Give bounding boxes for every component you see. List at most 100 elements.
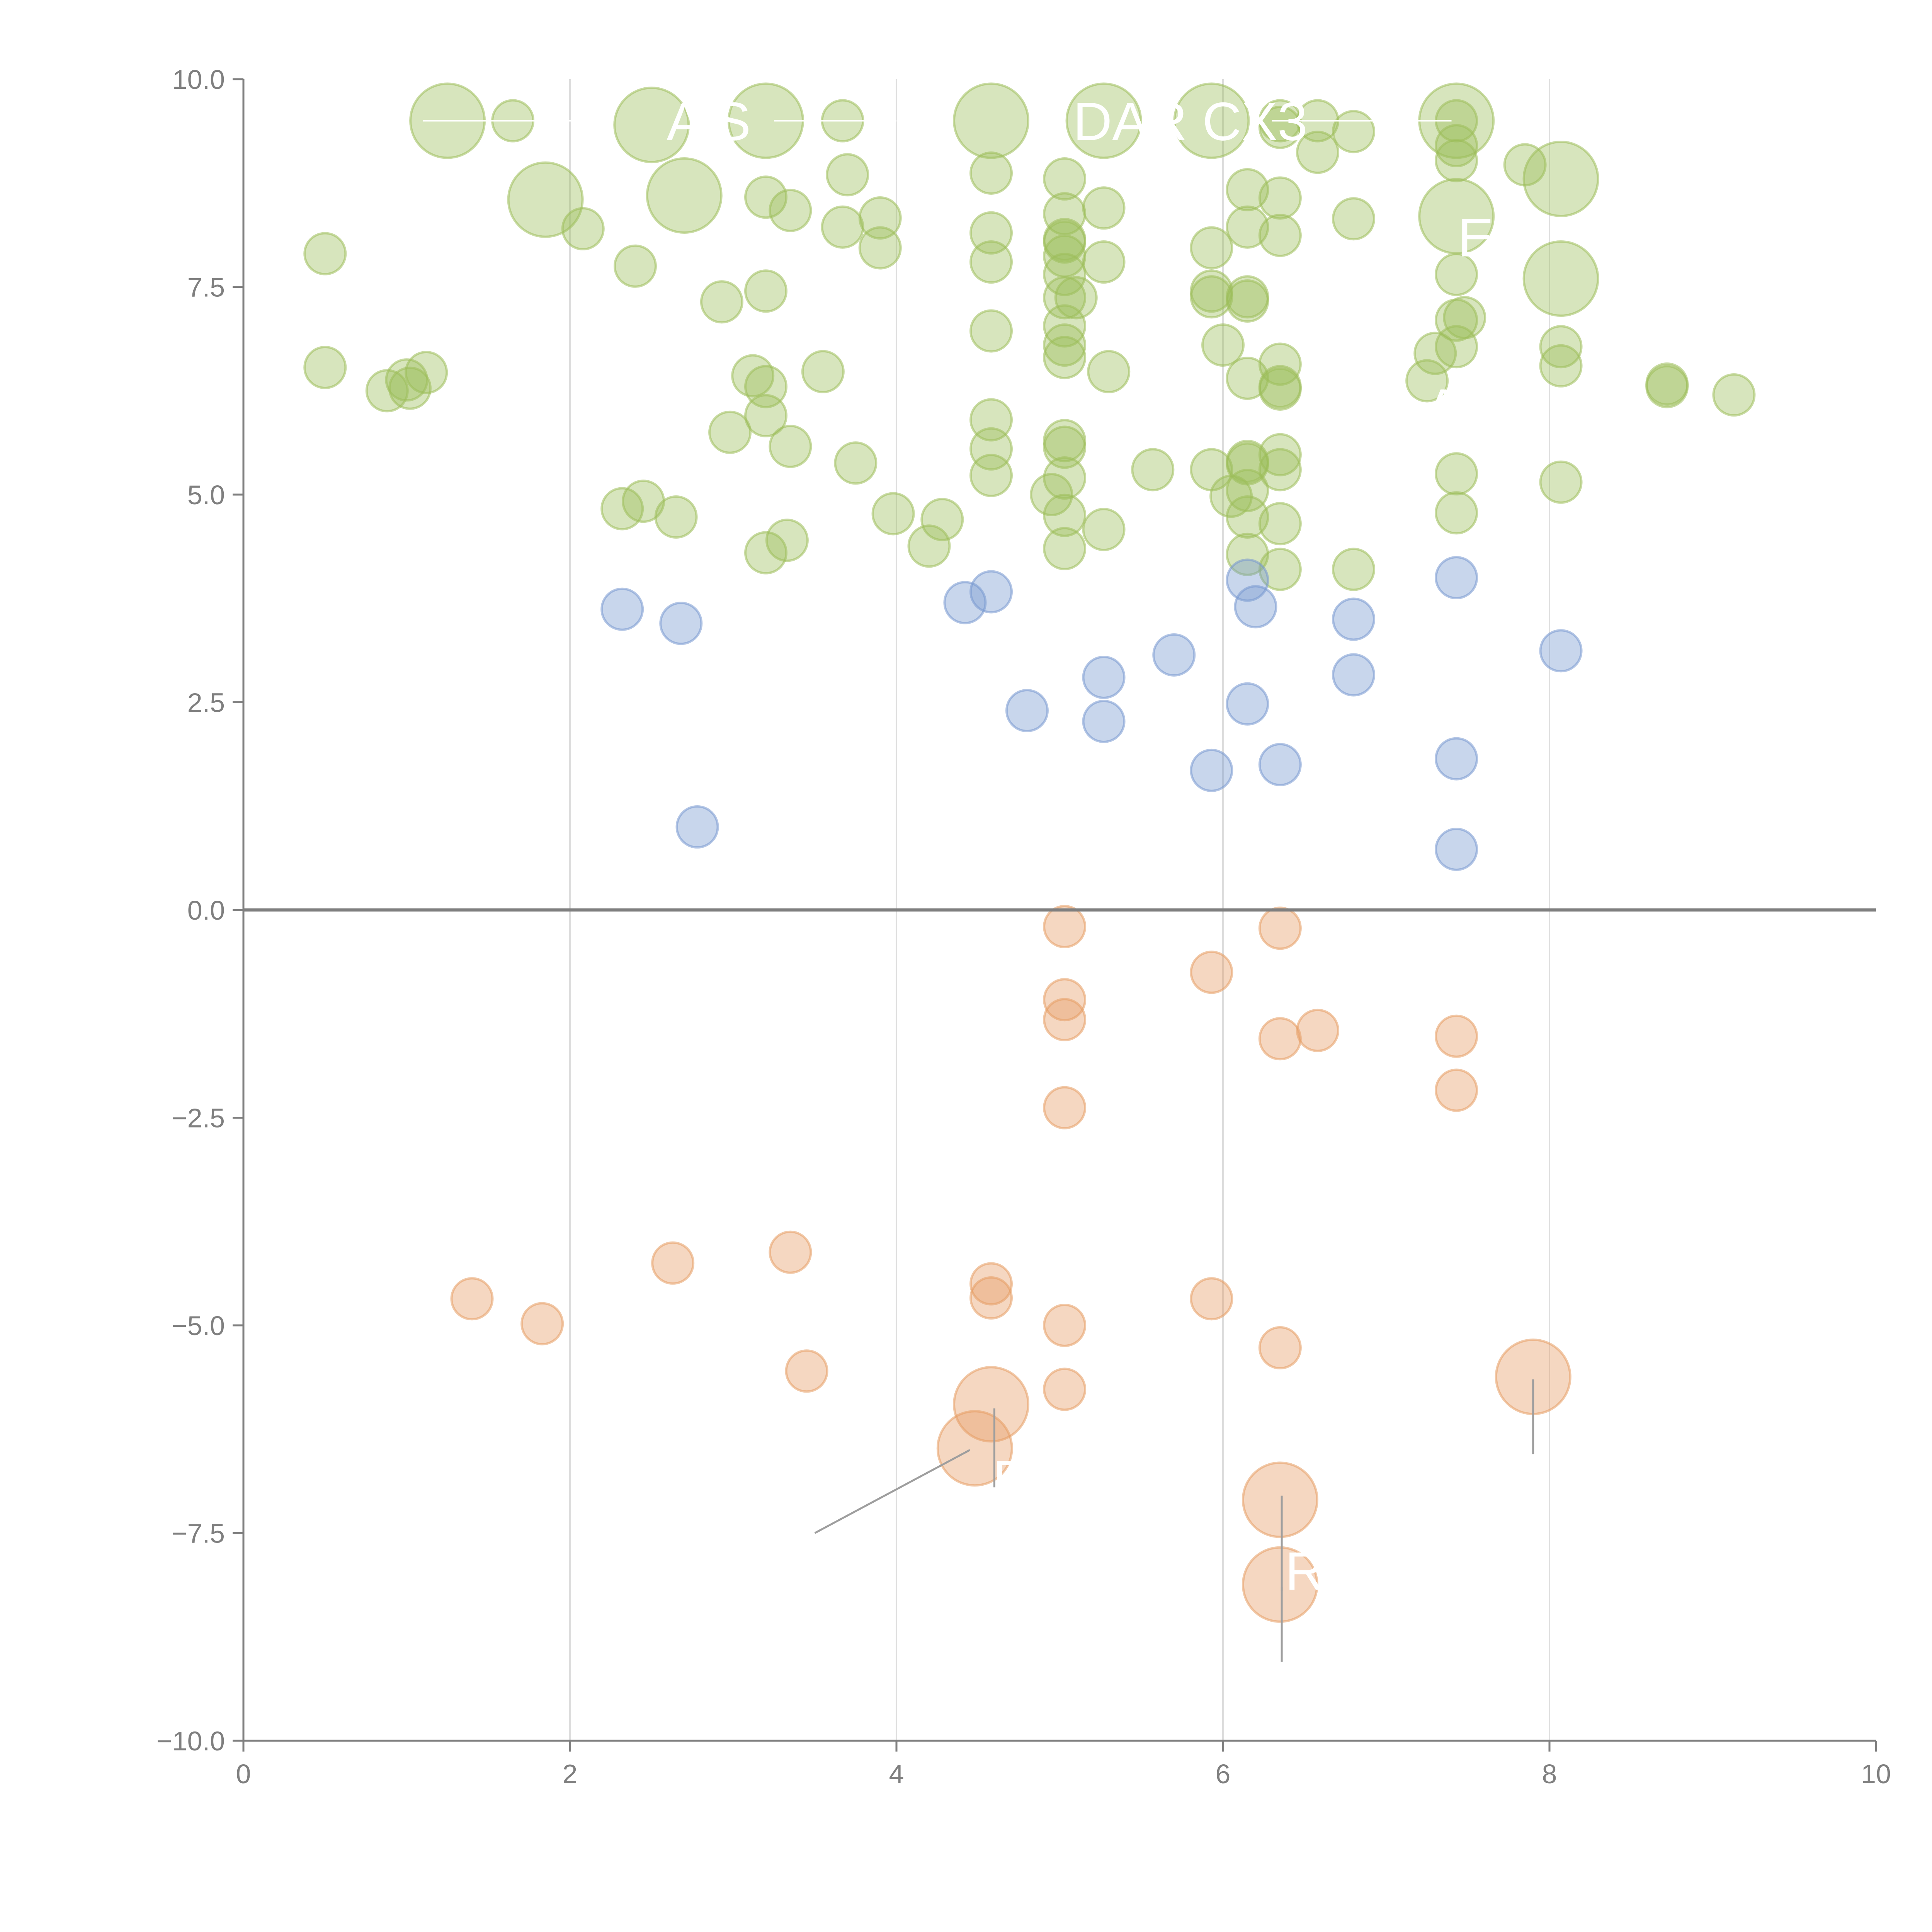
data-point: [1405, 359, 1449, 403]
data-point: [943, 581, 987, 624]
data-point: [744, 394, 787, 437]
data-point: [1296, 1009, 1340, 1052]
data-point: [1152, 633, 1196, 677]
data-point: [1005, 689, 1049, 732]
data-point: [1190, 226, 1233, 270]
data-point: [821, 205, 864, 249]
data-point: [1258, 548, 1302, 591]
annotation-label: DAR CX3: [1073, 91, 1308, 152]
data-point: [1043, 1304, 1087, 1347]
annotation-label: A S: [667, 91, 751, 152]
data-point: [858, 226, 902, 270]
data-point: [520, 1302, 564, 1345]
data-point: [1522, 240, 1599, 317]
data-point: [1539, 325, 1583, 369]
data-point: [765, 519, 809, 562]
data-point: [953, 1366, 1030, 1443]
data-point: [969, 1276, 1013, 1320]
data-point: [744, 175, 787, 219]
data-point: [1082, 699, 1126, 743]
data-point: [953, 82, 1030, 159]
data-point: [1226, 168, 1269, 211]
data-point: [785, 1349, 828, 1393]
data-point: [1435, 1014, 1478, 1058]
data-point: [651, 1241, 695, 1285]
data-point: [1258, 342, 1302, 386]
data-point: [675, 805, 719, 849]
data-point: [1332, 548, 1375, 591]
data-point: [303, 346, 347, 389]
annotation-leader-line: [814, 1449, 971, 1534]
data-point: [1645, 365, 1689, 408]
data-point: [1258, 906, 1302, 950]
data-point: [1043, 253, 1087, 296]
data-point: [1258, 1326, 1302, 1370]
x-tick-label: 4: [889, 1759, 904, 1789]
data-point: [1258, 448, 1302, 492]
data-point: [700, 280, 743, 324]
y-tick-label: −10.0: [156, 1726, 225, 1756]
data-point: [920, 498, 964, 541]
data-point: [1226, 469, 1269, 512]
data-point: [1435, 828, 1478, 871]
data-point: [744, 531, 787, 575]
data-point: [1087, 350, 1131, 393]
y-tick-label: 5.0: [187, 480, 225, 510]
data-point: [1332, 597, 1375, 641]
data-point: [969, 570, 1013, 614]
data-point: [1054, 276, 1098, 320]
x-tick-label: 0: [236, 1759, 251, 1789]
data-point: [303, 232, 347, 276]
data-point: [1043, 220, 1087, 264]
data-point: [1043, 998, 1087, 1041]
data-point: [1242, 1546, 1318, 1623]
data-point: [1435, 253, 1478, 296]
data-point: [659, 602, 703, 645]
data-point: [388, 366, 432, 410]
annotation-label: B: [993, 1449, 1029, 1510]
data-point: [1065, 82, 1142, 159]
annotation-layer: A S DAR CX3 EF A B R: [423, 91, 1534, 1662]
data-point: [1226, 558, 1269, 602]
data-point: [1043, 425, 1087, 469]
data-point: [1332, 653, 1375, 697]
data-point: [1043, 323, 1087, 367]
annotation-label: EF: [1458, 207, 1527, 268]
data-point: [1082, 240, 1126, 284]
data-point: [907, 524, 951, 568]
data-point: [1435, 325, 1478, 369]
data-point: [1435, 1068, 1478, 1112]
data-point: [1190, 275, 1233, 319]
data-point: [1332, 197, 1375, 241]
data-point: [1082, 186, 1126, 230]
data-point: [969, 309, 1013, 353]
data-point: [1226, 279, 1269, 323]
data-point: [1258, 502, 1302, 546]
data-point: [834, 441, 878, 485]
data-point: [769, 425, 812, 468]
bubble-layer: [303, 82, 1756, 1623]
data-point: [1043, 304, 1087, 348]
axis-layer: 0 2 4 6 8 10 10.0 7.5 5.0 2.5 0.0 −2.5 −5.0 −7.5 −10.0: [156, 65, 1891, 1789]
y-tick-label: −2.5: [172, 1103, 225, 1133]
data-point: [969, 427, 1013, 471]
data-point: [646, 157, 723, 234]
annotation-label: A: [1425, 378, 1462, 438]
data-point: [1190, 1277, 1233, 1321]
data-point: [1435, 139, 1478, 182]
y-tick-label: 10.0: [172, 65, 225, 95]
data-point: [1258, 214, 1302, 257]
data-point: [614, 244, 657, 288]
data-point: [801, 350, 845, 393]
y-tick-label: 0.0: [187, 895, 225, 925]
data-point: [1539, 460, 1583, 504]
data-point: [1190, 951, 1233, 994]
data-point: [1258, 176, 1302, 220]
data-point: [1258, 105, 1302, 149]
data-point: [1435, 491, 1478, 535]
data-point: [1435, 452, 1478, 496]
x-tick-label: 2: [563, 1759, 578, 1789]
data-point: [1043, 1086, 1087, 1129]
data-point: [969, 1262, 1013, 1306]
data-point: [1030, 473, 1073, 516]
